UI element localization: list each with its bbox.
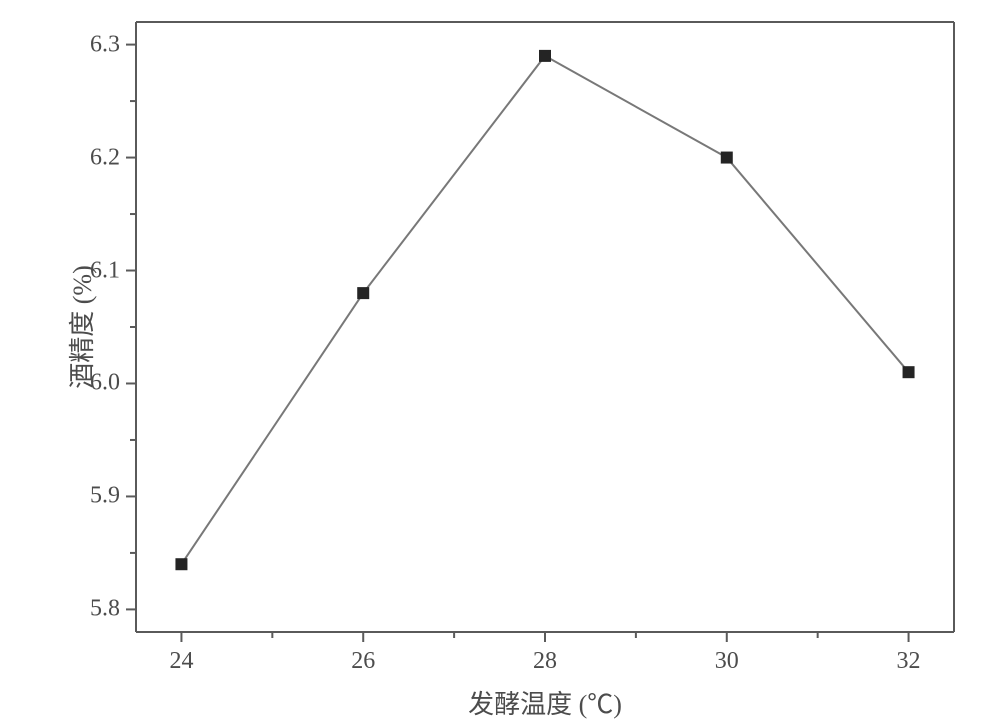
y-tick-label: 6.3 (90, 31, 120, 58)
series-line-segment (727, 158, 909, 373)
y-tick-label: 6.2 (90, 144, 120, 171)
x-tick-label: 24 (169, 648, 193, 675)
x-tick-label: 26 (351, 648, 375, 675)
x-axis-title: 发酵温度 (℃) (468, 684, 622, 721)
series-line-segment (545, 56, 727, 158)
y-tick-label: 5.8 (90, 596, 120, 623)
y-axis-title: 酒精度 (%) (62, 265, 99, 388)
series-line-segment (363, 56, 545, 293)
series-marker (539, 50, 551, 62)
series-marker (175, 558, 187, 570)
chart-svg (0, 0, 1000, 726)
series-marker (721, 152, 733, 164)
x-tick-label: 30 (715, 648, 739, 675)
y-tick-label: 5.9 (90, 483, 120, 510)
series-marker (357, 287, 369, 299)
chart-container: 24262830325.85.96.06.16.26.3发酵温度 (℃)酒精度 … (0, 0, 1000, 726)
series-line-segment (181, 293, 363, 564)
x-tick-label: 32 (897, 648, 921, 675)
series-marker (903, 366, 915, 378)
x-tick-label: 28 (533, 648, 557, 675)
